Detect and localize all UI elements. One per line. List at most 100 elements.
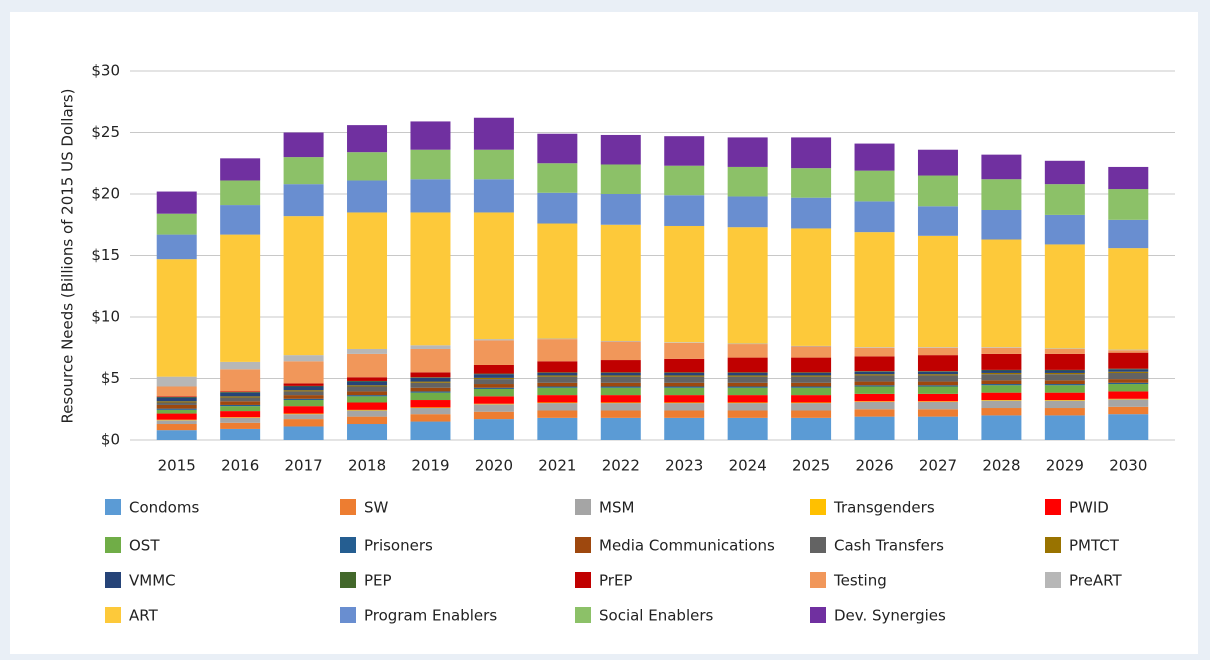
legend-swatch	[105, 572, 121, 588]
legend-label: PreART	[1069, 572, 1122, 590]
bar-segment	[347, 416, 388, 425]
bar-segment	[917, 355, 958, 372]
bar-segment	[727, 403, 768, 411]
bar-segment	[917, 149, 958, 176]
bar-segment	[156, 419, 197, 421]
bar-segment	[791, 137, 832, 169]
bar-segment	[473, 377, 514, 380]
bar-segment	[473, 411, 514, 420]
bar-segment	[727, 376, 768, 383]
bar-segment	[473, 374, 514, 378]
bar-segment	[1108, 372, 1149, 380]
bar-segment	[981, 374, 1022, 381]
bar-segment	[791, 403, 832, 411]
bar-segment	[220, 406, 261, 412]
bar-segment	[537, 403, 578, 411]
bar-segment	[600, 372, 641, 376]
bar-segment	[727, 395, 768, 403]
bar-segment	[410, 392, 451, 401]
legend-label: PrEP	[599, 572, 632, 590]
legend-label: VMMC	[129, 572, 176, 590]
legend-swatch	[1045, 499, 1061, 515]
bar-segment	[156, 396, 197, 397]
bar-segment	[981, 380, 1022, 385]
bar-segment	[1044, 384, 1085, 386]
bar-segment	[283, 216, 324, 356]
y-tick-label: $30	[91, 62, 120, 80]
bar-segment	[537, 402, 578, 404]
bar-segment	[600, 402, 641, 404]
bar-segment	[791, 345, 832, 347]
bar-segment	[410, 387, 451, 392]
bar-segment	[791, 387, 832, 396]
bar-segment	[1108, 406, 1149, 415]
bar-segment	[981, 392, 1022, 401]
bar-segment	[537, 417, 578, 440]
bar-segment	[854, 381, 895, 386]
y-tick-label: $10	[91, 308, 120, 326]
bar-segment	[854, 386, 895, 394]
bar-segment	[600, 386, 641, 388]
bar-segment	[727, 166, 768, 197]
bar-segment	[981, 384, 1022, 386]
bar-segment	[537, 338, 578, 340]
bar-segment	[1108, 371, 1149, 373]
bar-segment	[156, 234, 197, 260]
bar-segment	[791, 382, 832, 387]
legend-label: PEP	[364, 572, 392, 590]
bar-segment	[283, 406, 324, 414]
bar-segment	[347, 380, 388, 382]
bar-segment	[727, 343, 768, 345]
bar-segment	[664, 403, 705, 411]
bar-segment	[283, 184, 324, 217]
bar-segment	[347, 180, 388, 213]
bar-segment	[220, 369, 261, 392]
bar-segment	[854, 375, 895, 382]
bar-segment	[600, 387, 641, 396]
bar-segment	[283, 386, 324, 391]
bar-segment	[981, 353, 1022, 370]
bar-segment	[727, 402, 768, 404]
bar-segment	[1044, 385, 1085, 393]
bar-segment	[917, 416, 958, 440]
bar-segment	[537, 410, 578, 418]
bar-segment	[854, 347, 895, 348]
bar-segment	[220, 428, 261, 440]
legend-label: Dev. Synergies	[834, 607, 946, 625]
bar-segment	[600, 340, 641, 342]
bar-segment	[1044, 244, 1085, 349]
bar-segment	[220, 180, 261, 206]
bar-segment	[283, 426, 324, 440]
bar-segment	[537, 372, 578, 376]
bar-segment	[156, 404, 197, 409]
bar-segment	[664, 165, 705, 196]
bar-segment	[1108, 350, 1149, 353]
bar-segment	[727, 372, 768, 376]
bar-segment	[283, 132, 324, 158]
bar-segment	[347, 125, 388, 153]
bar-segment	[854, 347, 895, 357]
bar-segment	[1108, 391, 1149, 399]
legend-swatch	[810, 572, 826, 588]
bar-segment	[664, 136, 705, 166]
bar-segment	[537, 382, 578, 387]
x-tick-label: 2030	[1109, 457, 1147, 475]
bar-segment	[600, 194, 641, 225]
bar-segment	[917, 206, 958, 236]
legend-swatch	[105, 537, 121, 553]
bar-segment	[156, 213, 197, 235]
bar-segment	[220, 404, 261, 407]
bar-segment	[917, 385, 958, 387]
bar-segment	[347, 391, 388, 396]
bar-segment	[600, 224, 641, 341]
bar-segment	[791, 372, 832, 373]
bar-segment	[981, 408, 1022, 416]
bar-segment	[537, 376, 578, 383]
bar-segment	[410, 377, 451, 382]
bar-segment	[1044, 408, 1085, 416]
bar-segment	[600, 341, 641, 361]
legend-label: MSM	[599, 499, 634, 517]
bar-segment	[854, 409, 895, 417]
bar-segment	[283, 400, 324, 407]
bar-segment	[473, 340, 514, 365]
